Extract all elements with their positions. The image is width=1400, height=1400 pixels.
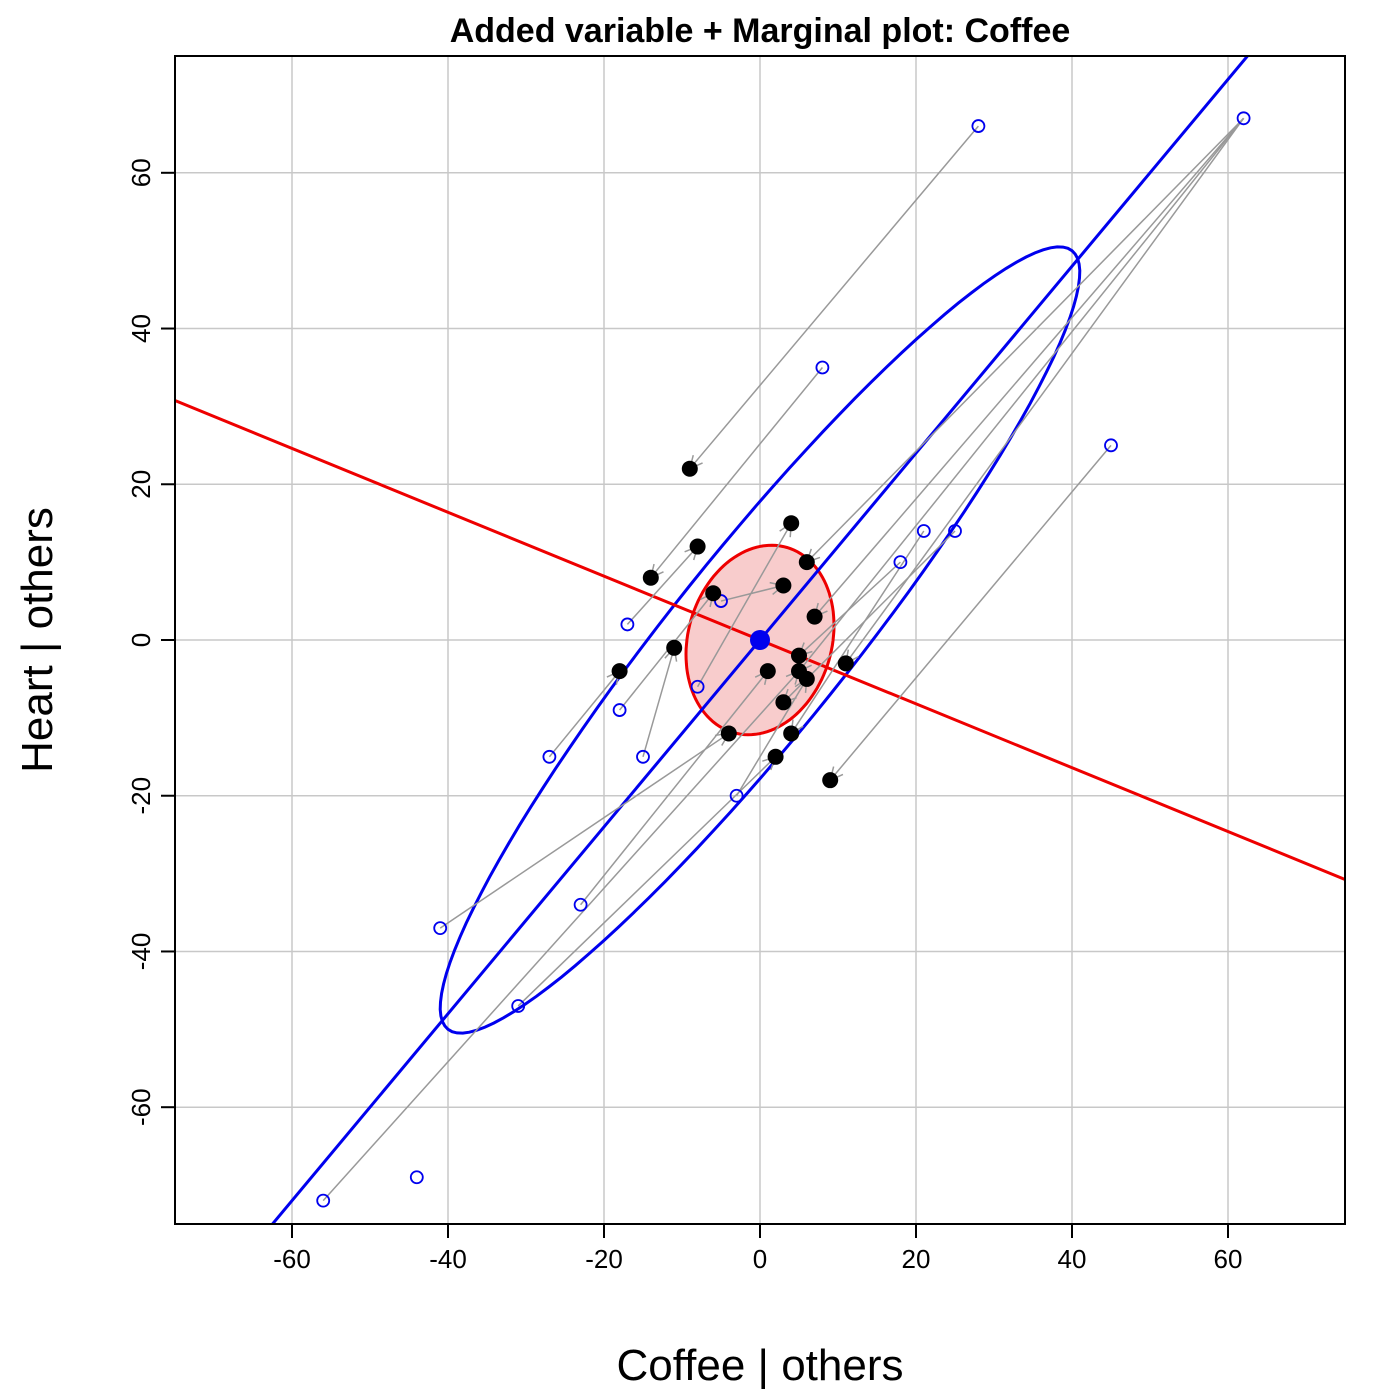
added-variable-point xyxy=(721,725,737,741)
x-tick-label: -20 xyxy=(585,1244,623,1274)
x-tick-label: 0 xyxy=(753,1244,767,1274)
arrow-shaft xyxy=(627,547,697,625)
y-tick-label: -40 xyxy=(126,933,156,971)
marginal-point xyxy=(411,1171,423,1183)
added-variable-point xyxy=(612,663,628,679)
added-variable-point xyxy=(783,515,799,531)
added-variable-point xyxy=(822,772,838,788)
added-variable-point xyxy=(799,554,815,570)
added-variable-point xyxy=(838,655,854,671)
arrow-shaft xyxy=(549,671,619,757)
arrow-shaft xyxy=(799,118,1244,671)
y-tick-label: 60 xyxy=(126,158,156,187)
added-variable-point xyxy=(807,609,823,625)
added-variable-point xyxy=(666,640,682,656)
x-tick-label: 40 xyxy=(1058,1244,1087,1274)
chart-title: Added variable + Marginal plot: Coffee xyxy=(450,12,1071,50)
added-variable-point xyxy=(775,694,791,710)
x-tick-label: 20 xyxy=(902,1244,931,1274)
y-tick-label: -20 xyxy=(126,777,156,815)
added-variable-point xyxy=(690,539,706,555)
added-variable-point xyxy=(799,671,815,687)
y-axis-label: Heart | others xyxy=(13,507,62,773)
arrow-shaft xyxy=(643,648,674,757)
added-variable-point xyxy=(768,749,784,765)
added-variable-point xyxy=(783,725,799,741)
added-variable-point xyxy=(643,570,659,586)
x-axis-label: Coffee | others xyxy=(616,1341,903,1390)
added-variable-point xyxy=(682,461,698,477)
arrow-shaft xyxy=(323,671,799,1200)
y-tick-label: 20 xyxy=(126,470,156,499)
x-tick-label: -60 xyxy=(273,1244,311,1274)
arrow-shaft xyxy=(581,671,768,905)
arrow-shaft xyxy=(690,126,979,469)
center-point xyxy=(750,630,770,650)
added-variable-point xyxy=(705,585,721,601)
x-tick-label: 60 xyxy=(1214,1244,1243,1274)
y-tick-label: -60 xyxy=(126,1088,156,1126)
arrow-shaft xyxy=(651,367,823,577)
x-tick-label: -40 xyxy=(429,1244,467,1274)
added-variable-point xyxy=(760,663,776,679)
added-variable-point xyxy=(775,577,791,593)
arrow-shaft xyxy=(807,118,1244,562)
added-variable-point xyxy=(791,648,807,664)
arrow-shaft xyxy=(846,118,1244,663)
y-tick-label: 0 xyxy=(126,633,156,647)
y-tick-label: 40 xyxy=(126,314,156,343)
